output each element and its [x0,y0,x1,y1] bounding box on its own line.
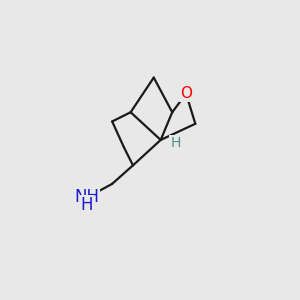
Text: NH: NH [74,188,99,206]
Text: H: H [80,196,93,214]
Text: O: O [180,86,192,101]
Text: H: H [170,136,181,150]
